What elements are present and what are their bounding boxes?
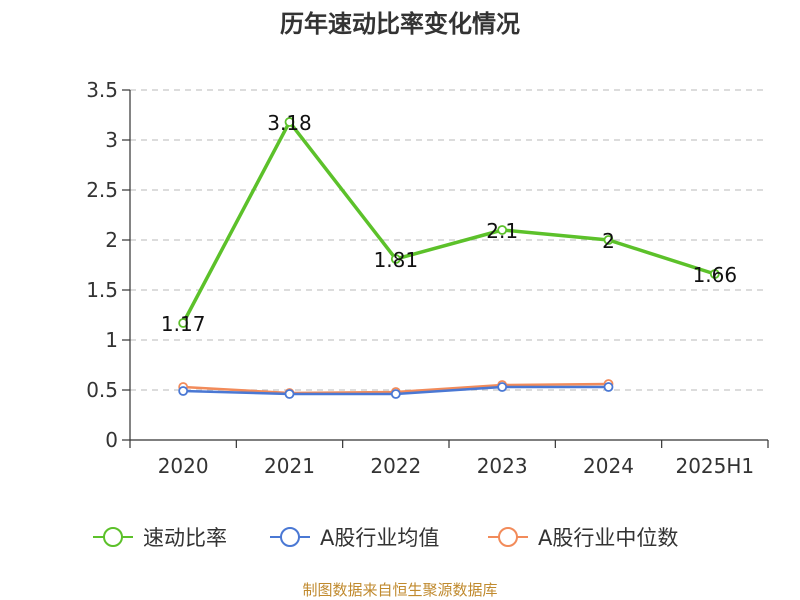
data-point (390, 389, 401, 399)
legend-label: A股行业均值 (320, 526, 439, 550)
x-tick-label: 2023 (477, 454, 528, 478)
data-point (497, 225, 508, 235)
data-labels: 1.17 3.18 1.81 2.1 2 1.66 (161, 111, 737, 336)
series-line-0 (181, 120, 716, 324)
grid-lines (130, 89, 768, 391)
x-tick-label: 2020 (158, 454, 209, 478)
data-point (497, 382, 508, 392)
legend-label: 速动比率 (143, 526, 227, 550)
data-label: 3.18 (267, 111, 312, 135)
data-point (178, 318, 189, 328)
y-tick-label: 0 (105, 428, 118, 452)
data-point (178, 386, 189, 396)
x-tick-label: 2024 (583, 454, 634, 478)
x-tick-label: 2021 (264, 454, 315, 478)
data-label: 1.81 (374, 248, 419, 272)
chart-title: 历年速动比率变化情况 (280, 10, 520, 38)
y-tick-label: 3 (105, 128, 118, 152)
source-note: 制图数据来自恒生聚源数据库 (302, 581, 497, 599)
data-point (390, 254, 401, 264)
data-point (709, 269, 720, 279)
series-lines (178, 117, 720, 399)
data-label: 2.1 (486, 219, 518, 243)
y-tick-label: 1.5 (86, 278, 118, 302)
axes: 0 0.5 1 1.5 2 2.5 3 3.5 2020 2021 2022 2023 2024 2025… (86, 78, 769, 478)
x-tick-label: 2022 (370, 454, 421, 478)
legend-marker (280, 527, 300, 547)
x-tick-label: 2025H1 (675, 454, 754, 478)
data-point (603, 382, 614, 392)
y-tick-label: 2 (105, 228, 118, 252)
data-label: 2 (602, 229, 615, 253)
data-label: 1.17 (161, 312, 206, 336)
legend-marker (103, 527, 123, 547)
data-label: 1.66 (693, 263, 738, 287)
y-tick-label: 0.5 (86, 378, 118, 402)
data-point (603, 235, 614, 245)
data-point (284, 117, 295, 127)
y-tick-label: 1 (105, 328, 118, 352)
legend-label: A股行业中位数 (538, 526, 678, 550)
y-tick-label: 2.5 (86, 178, 118, 202)
data-point (284, 389, 295, 399)
legend: 速动比率 A股行业均值 A股行业中位数 (93, 526, 678, 550)
legend-marker (498, 527, 518, 547)
y-tick-label: 3.5 (86, 78, 118, 102)
